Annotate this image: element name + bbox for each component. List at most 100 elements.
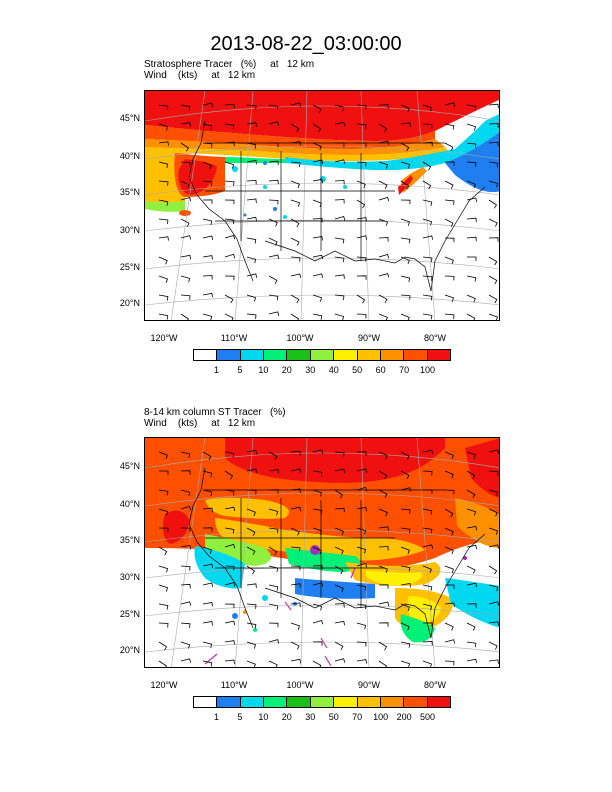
panel1-lat-40: 40°N — [119, 151, 140, 161]
wind-barb — [224, 603, 235, 609]
wind-barb — [422, 640, 433, 646]
wind-barb — [334, 603, 345, 608]
wind-barb — [290, 199, 301, 207]
wind-barb — [422, 313, 433, 320]
wind-barb — [268, 218, 278, 227]
wind-barb — [422, 660, 433, 667]
colorbar-swatch — [217, 697, 241, 707]
wind-barb — [378, 489, 388, 498]
wind-barb — [246, 142, 257, 149]
wind-barb — [466, 622, 476, 631]
wind-barb — [224, 582, 236, 587]
wind-barb — [290, 641, 300, 650]
colorbar-label: 50 — [328, 712, 339, 722]
wind-barb — [466, 142, 477, 149]
wind-barb — [158, 584, 169, 592]
wind-barb — [488, 199, 498, 209]
panel1-lat-35: 35°N — [119, 187, 140, 197]
wind-barb — [378, 104, 389, 109]
wind-barb — [290, 622, 301, 630]
wind-barb — [422, 508, 433, 515]
wind-barb — [312, 489, 323, 497]
colorbar-label: 30 — [305, 365, 316, 375]
wind-barb — [444, 489, 455, 495]
wind-barb — [312, 620, 324, 625]
wind-barb — [290, 583, 301, 588]
wind-barb — [356, 294, 366, 304]
panel2-lon-90: 90°W — [357, 680, 381, 690]
colorbar-swatch — [287, 697, 311, 707]
wind-barb — [334, 159, 346, 164]
wind-barb — [423, 489, 433, 494]
panel1-lat-25: 25°N — [119, 262, 140, 272]
wind-barb — [224, 470, 234, 480]
wind-barb — [202, 546, 213, 554]
wind-barb — [378, 601, 390, 607]
wind-barb — [444, 470, 454, 479]
wind-barb — [400, 527, 411, 534]
wind-barb — [224, 161, 235, 169]
wind-barb — [356, 486, 368, 492]
colorbar-label: 100 — [420, 365, 436, 375]
wind-barb — [224, 103, 235, 109]
wind-barb — [334, 565, 344, 575]
wind-barb — [334, 451, 345, 457]
wind-barb — [488, 218, 498, 227]
wind-barb — [312, 123, 322, 133]
colorbar-label: 60 — [375, 365, 386, 375]
wind-barb — [246, 603, 257, 609]
wind-barb — [268, 508, 279, 516]
wind-barb — [466, 544, 477, 550]
panel1-colorbar — [193, 349, 451, 361]
colorbar-label: 5 — [237, 365, 243, 375]
wind-barb — [378, 565, 388, 574]
wind-barb — [290, 468, 302, 473]
colorbar-label: 500 — [420, 712, 436, 722]
wind-barb — [378, 237, 389, 242]
wind-barb — [400, 104, 410, 113]
wind-barb — [268, 660, 278, 667]
wind-barb — [466, 236, 477, 242]
wind-barb — [202, 199, 213, 204]
wind-barb — [356, 562, 368, 568]
colorbar-swatch — [194, 350, 218, 360]
wind-barb — [246, 256, 257, 264]
wind-barb — [246, 546, 256, 555]
wind-barb — [180, 527, 191, 533]
wind-barb — [334, 256, 345, 263]
panel2-lat-20: 20°N — [119, 645, 140, 655]
wind-barb — [400, 142, 410, 152]
wind-barb — [180, 505, 192, 511]
wind-barb — [444, 602, 455, 607]
wind-barb — [246, 313, 257, 319]
wind-barb — [202, 621, 213, 626]
wind-barb — [312, 273, 324, 278]
wind-barb — [202, 660, 213, 667]
wind-barb — [290, 527, 300, 536]
wind-barb — [224, 294, 234, 304]
wind-barb — [466, 658, 477, 664]
wind-barb — [466, 180, 476, 189]
panel1-subtitle: Wind (kts) at 12 km — [144, 70, 256, 81]
wind-barb — [246, 489, 257, 495]
wind-barb — [268, 451, 278, 460]
wind-barb — [334, 274, 345, 279]
wind-barb — [158, 275, 169, 283]
wind-barb — [400, 470, 410, 479]
wind-barb — [224, 640, 235, 645]
wind-barb — [268, 160, 279, 166]
wind-barb — [312, 294, 323, 302]
wind-barb — [158, 313, 169, 320]
wind-barb — [290, 161, 301, 167]
wind-barb — [312, 565, 323, 570]
wind-barb — [202, 142, 213, 148]
panel1-lon-90: 90°W — [357, 333, 381, 343]
wind-barb — [312, 449, 324, 454]
wind-barb — [334, 121, 345, 127]
wind-barb — [422, 544, 434, 549]
wind-barb — [268, 104, 279, 111]
wind-barb — [224, 527, 235, 534]
wind-barb — [400, 583, 411, 588]
wind-barb — [158, 123, 169, 131]
panel2-lat-30: 30°N — [119, 572, 140, 582]
